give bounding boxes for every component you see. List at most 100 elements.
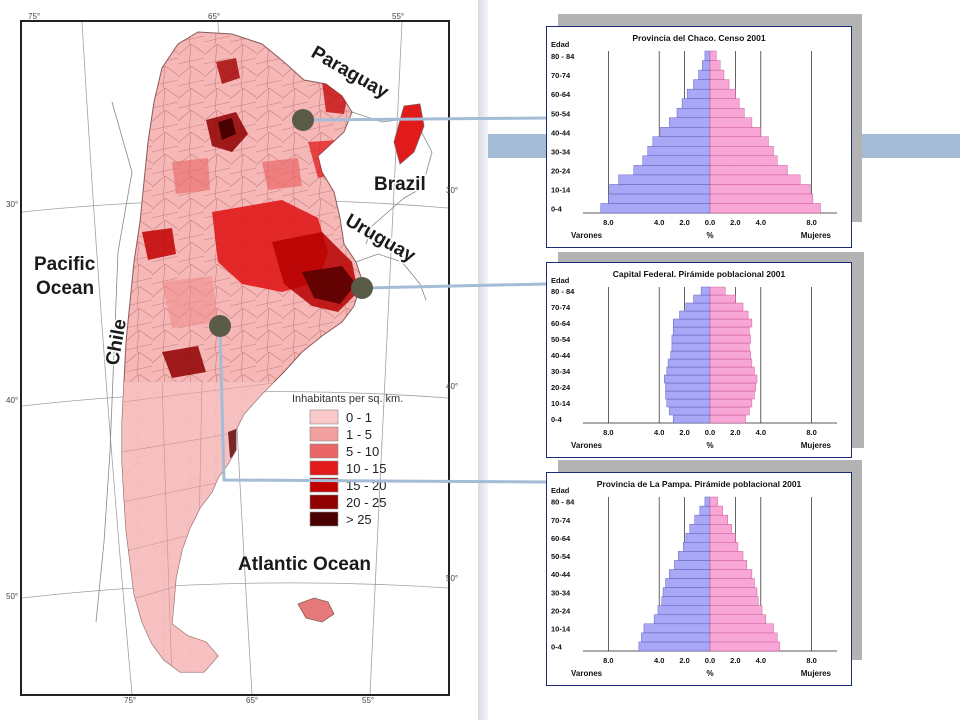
pyramid-title: Provincia de La Pampa. Pirámide poblacio… <box>597 479 802 489</box>
tick-right: 40° <box>446 382 459 391</box>
bar-male <box>704 496 711 507</box>
bar-male <box>643 623 711 634</box>
bar-female <box>709 107 745 118</box>
legend-label: 0 - 1 <box>346 410 372 425</box>
pyramid-chart-chaco: Provincia del Chaco. Censo 2001 Edad 0-4 10… <box>551 33 837 240</box>
bar-male <box>664 374 711 384</box>
bar-female <box>709 560 748 570</box>
legend-swatch <box>309 494 339 510</box>
pyramid-xtick-label: 8.0 <box>806 428 816 437</box>
bar-female <box>709 505 723 516</box>
bar-male <box>674 560 711 570</box>
legend-label: 10 - 15 <box>346 461 386 476</box>
pyramid-age-label: 50-54 <box>551 552 571 561</box>
slide-divider <box>478 0 488 720</box>
bar-male <box>667 358 711 368</box>
bar-male <box>671 342 711 352</box>
pyramid-age-label: 60-64 <box>551 534 571 543</box>
tick-top: 75° <box>28 12 41 21</box>
legend-swatch <box>309 443 339 459</box>
bar-female <box>709 326 750 336</box>
pyramid-right-label: Mujeres <box>801 231 832 240</box>
pyramid-age-label: 30-34 <box>551 367 571 376</box>
bar-male <box>618 174 711 185</box>
pyramid-right-label: Mujeres <box>801 441 832 450</box>
pyramid-panel-chaco: Provincia del Chaco. Censo 2001 Edad 0-4 10… <box>546 26 852 248</box>
bar-female <box>709 382 756 392</box>
legend-title: Inhabitants per sq. km. <box>292 393 403 405</box>
bar-male <box>661 596 711 606</box>
bar-male <box>686 88 711 99</box>
pyramid-xtick-label: 4.0 <box>654 218 664 227</box>
bar-male <box>704 50 711 61</box>
bar-female <box>709 117 753 128</box>
bar-female <box>709 366 755 376</box>
bar-male <box>666 366 711 376</box>
pyramid-xtick-label: 0.0 <box>705 656 715 665</box>
pyramid-age-label: 80 - 84 <box>551 287 575 296</box>
bar-female <box>709 294 736 304</box>
bar-female <box>709 165 788 176</box>
bar-female <box>709 88 736 99</box>
pyramid-xtick-label: 8.0 <box>603 656 613 665</box>
bar-male <box>652 136 711 147</box>
tick-right: 50° <box>446 574 459 583</box>
bar-male <box>681 98 711 109</box>
tick-left: 40° <box>6 396 19 405</box>
pyramid-age-label: 70-74 <box>551 71 571 80</box>
bar-female <box>709 414 746 424</box>
pyramid-right-label: Mujeres <box>801 669 832 678</box>
pyramid-xtick-label: 2.0 <box>730 428 740 437</box>
bar-male <box>699 505 711 516</box>
bar-male <box>608 193 711 204</box>
bar-male <box>683 542 711 552</box>
pyramid-age-label: 20-24 <box>551 606 571 615</box>
bar-female <box>709 127 761 137</box>
bar-male <box>669 406 711 416</box>
pyramid-xlabel: % <box>706 231 713 240</box>
bar-male <box>665 382 711 392</box>
bar-male <box>693 79 711 90</box>
bar-male <box>685 302 711 312</box>
bar-female <box>709 174 801 185</box>
pyramid-xtick-label: 2.0 <box>730 218 740 227</box>
pyramid-left-label: Varones <box>571 441 603 450</box>
bar-female <box>709 496 718 507</box>
bar-male <box>647 146 711 157</box>
pyramid-age-label: 10-14 <box>551 186 571 195</box>
bar-male <box>672 318 711 328</box>
pyramid-age-label: 60-64 <box>551 319 571 328</box>
bar-female <box>709 155 778 166</box>
tick-left: 50° <box>6 592 19 601</box>
argentina-density-map: Paraguay Brazil Uruguay Pacific Ocean Ch… <box>20 20 450 696</box>
bar-male <box>689 523 711 534</box>
pyramid-title: Capital Federal. Pirámide poblacional 20… <box>613 269 786 279</box>
bar-male <box>633 165 711 176</box>
bar-male <box>700 286 711 296</box>
bar-male <box>671 334 711 344</box>
tick-top: 65° <box>208 12 221 21</box>
tick-bottom: 75° <box>124 696 137 705</box>
pyramid-age-label: 80 - 84 <box>551 52 575 61</box>
bar-male <box>702 60 711 71</box>
bar-female <box>709 334 751 344</box>
bar-male <box>672 326 711 336</box>
bar-male <box>662 587 711 597</box>
pyramid-age-label: 80 - 84 <box>551 498 575 507</box>
pyramid-xtick-label: 4.0 <box>654 656 664 665</box>
pyramid-xtick-label: 2.0 <box>679 656 689 665</box>
legend-label: > 25 <box>346 512 372 527</box>
pyramid-xlabel: % <box>706 669 713 678</box>
pyramid-age-label: 70-74 <box>551 516 571 525</box>
pyramid-left-label: Varones <box>571 669 603 678</box>
bar-female <box>709 69 725 80</box>
bar-female <box>709 342 750 352</box>
tick-left: 30° <box>6 200 19 209</box>
legend-label: 20 - 25 <box>346 495 386 510</box>
bar-female <box>709 350 751 360</box>
label-brazil: Brazil <box>374 174 426 195</box>
pyramid-age-label: 40-44 <box>551 570 571 579</box>
pyramid-xtick-label: 2.0 <box>679 428 689 437</box>
bar-female <box>709 60 721 71</box>
